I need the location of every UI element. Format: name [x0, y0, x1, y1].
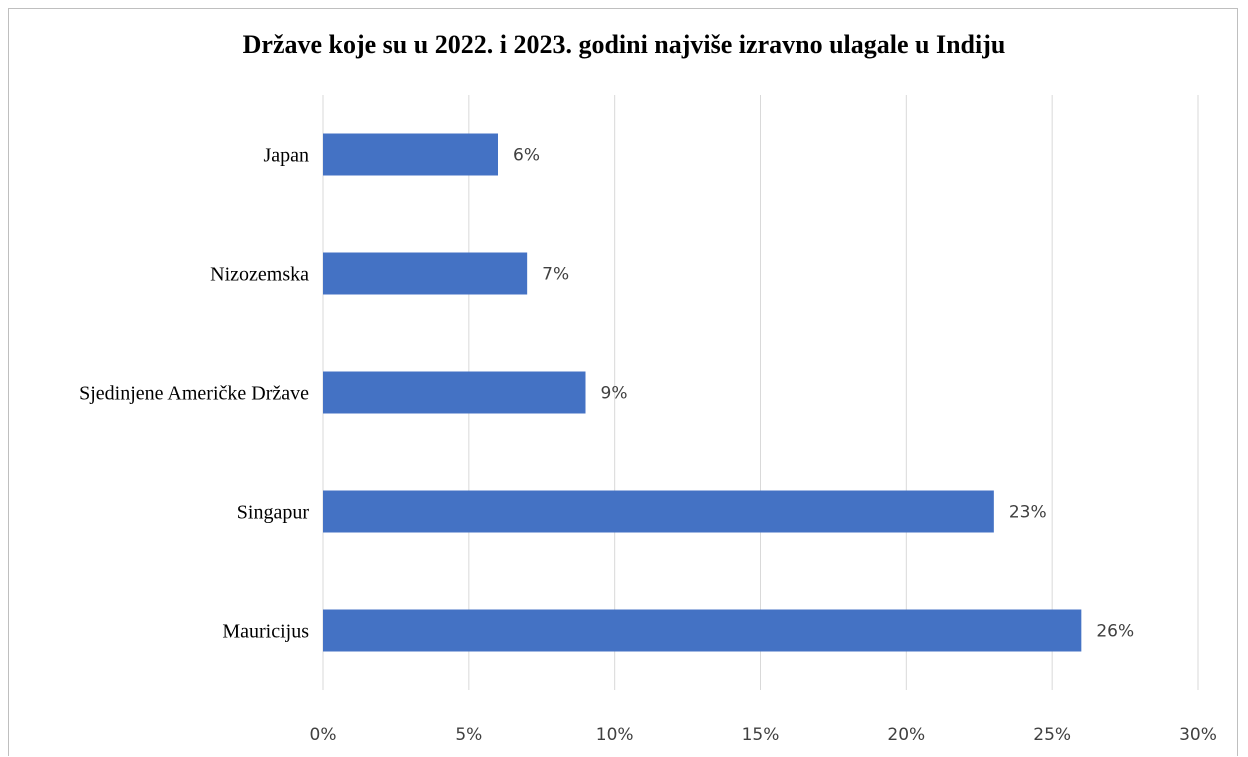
x-tick-label: 15%: [742, 725, 780, 745]
data-label: 7%: [542, 265, 569, 285]
category-label: Sjedinjene Američke Države: [79, 383, 309, 405]
x-tick-label: 25%: [1033, 725, 1071, 745]
bar: [323, 371, 586, 414]
data-label: 9%: [601, 384, 628, 404]
category-label: Singapur: [237, 502, 310, 524]
category-label: Mauricijus: [222, 621, 309, 643]
x-tick-label: 20%: [887, 725, 925, 745]
bar: [323, 133, 498, 176]
x-tick-label: 10%: [596, 725, 634, 745]
bars: [323, 133, 1082, 652]
bar: [323, 609, 1082, 652]
category-label: Nizozemska: [210, 264, 309, 286]
category-labels: Japan Nizozemska Sjedinjene Američke Držav…: [79, 145, 309, 643]
x-tick-labels: 0% 5% 10% 15% 20% 25% 30%: [310, 725, 1217, 745]
bar: [323, 490, 994, 533]
data-labels: 6% 7% 9% 23% 26%: [513, 146, 1134, 642]
category-label: Japan: [263, 145, 309, 167]
chart-title: Države koje su u 2022. i 2023. godini na…: [242, 30, 1006, 59]
bar: [323, 252, 528, 295]
x-tick-label: 30%: [1179, 725, 1217, 745]
data-label: 23%: [1009, 503, 1047, 523]
data-label: 26%: [1096, 622, 1134, 642]
x-tick-label: 5%: [455, 725, 482, 745]
x-tick-label: 0%: [310, 725, 337, 745]
data-label: 6%: [513, 146, 540, 166]
